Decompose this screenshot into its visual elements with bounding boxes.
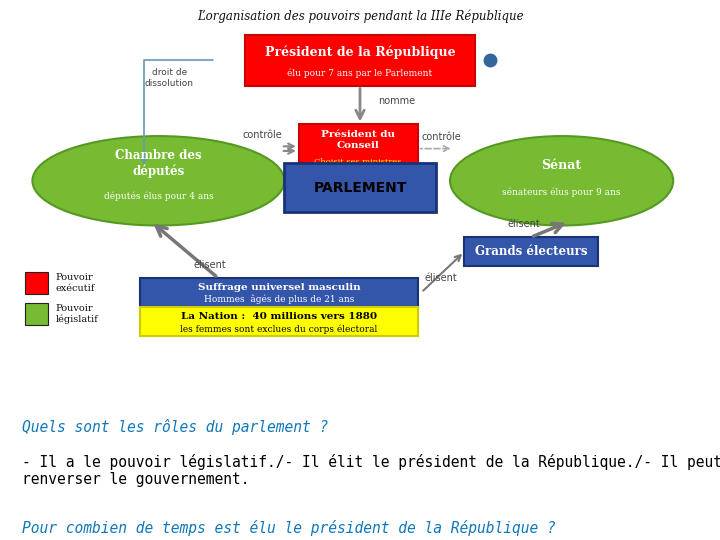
Text: Chambre des
députés: Chambre des députés xyxy=(115,149,202,178)
FancyBboxPatch shape xyxy=(25,303,48,325)
Text: députés élus pour 4 ans: députés élus pour 4 ans xyxy=(104,192,213,201)
Text: Quels sont les rôles du parlement ?: Quels sont les rôles du parlement ? xyxy=(22,419,328,435)
Text: Pouvoir
législatif: Pouvoir législatif xyxy=(55,304,98,324)
Text: élisent: élisent xyxy=(425,273,457,283)
Text: Président du
Conseil: Président du Conseil xyxy=(321,130,395,150)
Text: Pouvoir
exécutif: Pouvoir exécutif xyxy=(55,273,95,293)
Text: Pour combien de temps est élu le président de la République ?: Pour combien de temps est élu le préside… xyxy=(22,521,555,536)
Text: Hommes  âgés de plus de 21 ans: Hommes âgés de plus de 21 ans xyxy=(204,294,354,303)
FancyBboxPatch shape xyxy=(299,124,418,173)
Text: Suffrage universel masculin: Suffrage universel masculin xyxy=(198,283,360,292)
Text: élu pour 7 ans par le Parlement: élu pour 7 ans par le Parlement xyxy=(287,68,433,78)
Text: droit de
dissolution: droit de dissolution xyxy=(145,68,194,87)
Text: Président de la République: Président de la République xyxy=(265,46,455,59)
Text: Grands électeurs: Grands électeurs xyxy=(474,245,588,258)
Text: L’organisation des pouvoirs pendant la IIIe République: L’organisation des pouvoirs pendant la I… xyxy=(197,10,523,23)
Text: élisent: élisent xyxy=(194,260,226,270)
FancyBboxPatch shape xyxy=(25,272,48,294)
FancyBboxPatch shape xyxy=(245,35,475,85)
Text: Choisit ses ministres: Choisit ses ministres xyxy=(315,158,402,166)
FancyBboxPatch shape xyxy=(284,163,436,212)
FancyBboxPatch shape xyxy=(140,307,418,336)
Text: PARLEMENT: PARLEMENT xyxy=(313,180,407,194)
Ellipse shape xyxy=(450,136,673,226)
FancyBboxPatch shape xyxy=(140,278,418,307)
Text: - Il a le pouvoir législatif./- Il élit le président de la République./- Il peut: - Il a le pouvoir législatif./- Il élit … xyxy=(22,454,720,487)
Text: les femmes sont exclues du corps électoral: les femmes sont exclues du corps élector… xyxy=(181,325,377,334)
Text: La Nation :  40 millions vers 1880: La Nation : 40 millions vers 1880 xyxy=(181,312,377,321)
Text: nomme: nomme xyxy=(378,96,415,106)
Text: Sénat: Sénat xyxy=(541,159,582,172)
FancyBboxPatch shape xyxy=(464,237,598,266)
Text: contrôle: contrôle xyxy=(421,132,461,143)
Text: élisent: élisent xyxy=(508,219,540,230)
Ellipse shape xyxy=(32,136,284,226)
Text: sénateurs élus pour 9 ans: sénateurs élus pour 9 ans xyxy=(503,188,621,197)
Text: contrôle: contrôle xyxy=(243,131,283,140)
